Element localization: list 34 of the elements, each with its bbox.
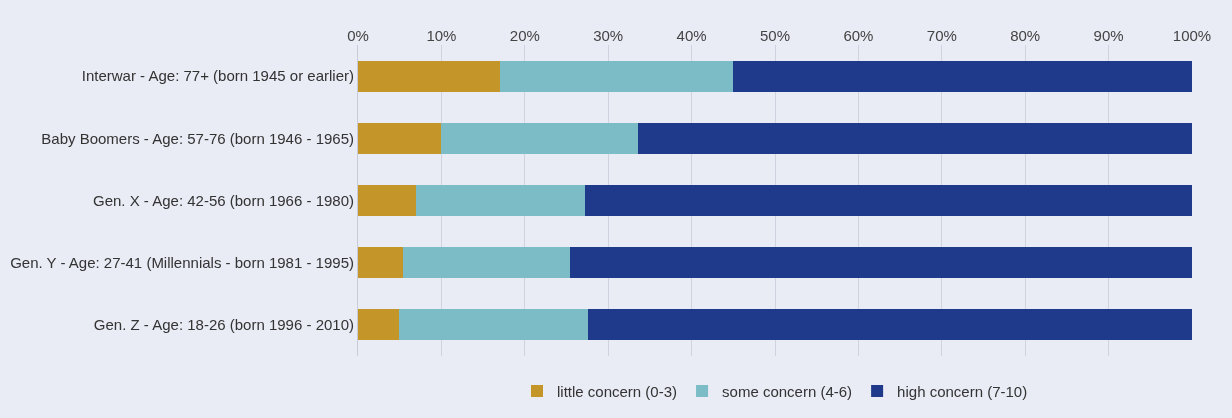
bar <box>569 247 1192 279</box>
bar <box>398 309 589 341</box>
x-tick-label: 70% <box>926 27 957 44</box>
y-tick-label: Gen. Y - Age: 27-41 (Millennials - born 1981 - 1995) <box>10 253 354 271</box>
bar <box>499 60 734 92</box>
x-tick-label: 0% <box>347 27 369 44</box>
bar <box>358 247 404 279</box>
x-tick-label: 50% <box>759 27 791 44</box>
x-tick-label: 40% <box>676 27 707 44</box>
bar <box>584 184 1192 217</box>
x-tick-label: 30% <box>593 27 624 44</box>
bar <box>358 60 500 92</box>
y-tick-label: Interwar - Age: 77+ (born 1945 or earlier) <box>81 67 354 85</box>
x-tick-label: 20% <box>509 27 540 44</box>
x-tick-label: 100% <box>1172 27 1212 44</box>
legend-label: high concern (7-10) <box>897 382 1028 400</box>
bar <box>403 247 570 279</box>
bar <box>733 60 1192 92</box>
bar <box>358 184 417 217</box>
x-tick-label: 80% <box>1010 27 1041 44</box>
legend-label: some concern (4-6) <box>722 382 853 400</box>
y-tick-label: Baby Boomers - Age: 57-76 (born 1946 - 1965) <box>41 129 354 147</box>
x-tick-label: 90% <box>1093 27 1124 44</box>
bar <box>358 122 442 154</box>
x-tick-label: 60% <box>843 27 874 44</box>
y-tick-label: Gen. Z - Age: 18-26 (born 1996 - 2010) <box>93 316 354 334</box>
legend-label: little concern (0-3) <box>557 382 678 400</box>
y-tick-label: Gen. X - Age: 42-56 (born 1966 - 1980) <box>93 191 354 209</box>
bar <box>416 184 585 217</box>
bar <box>441 122 639 154</box>
x-tick-label: 10% <box>426 27 457 44</box>
bar <box>588 309 1192 341</box>
bar <box>638 122 1192 154</box>
bar <box>358 309 399 341</box>
